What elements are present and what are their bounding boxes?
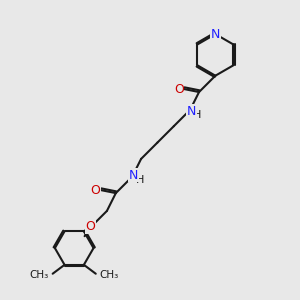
Text: N: N <box>187 105 196 118</box>
Text: H: H <box>136 175 145 185</box>
Text: N: N <box>129 169 138 182</box>
Text: N: N <box>211 28 220 40</box>
Text: H: H <box>194 110 202 120</box>
Text: O: O <box>85 220 95 233</box>
Text: O: O <box>91 184 100 196</box>
Text: O: O <box>174 82 184 96</box>
Text: CH₃: CH₃ <box>30 270 49 280</box>
Text: CH₃: CH₃ <box>99 270 119 280</box>
